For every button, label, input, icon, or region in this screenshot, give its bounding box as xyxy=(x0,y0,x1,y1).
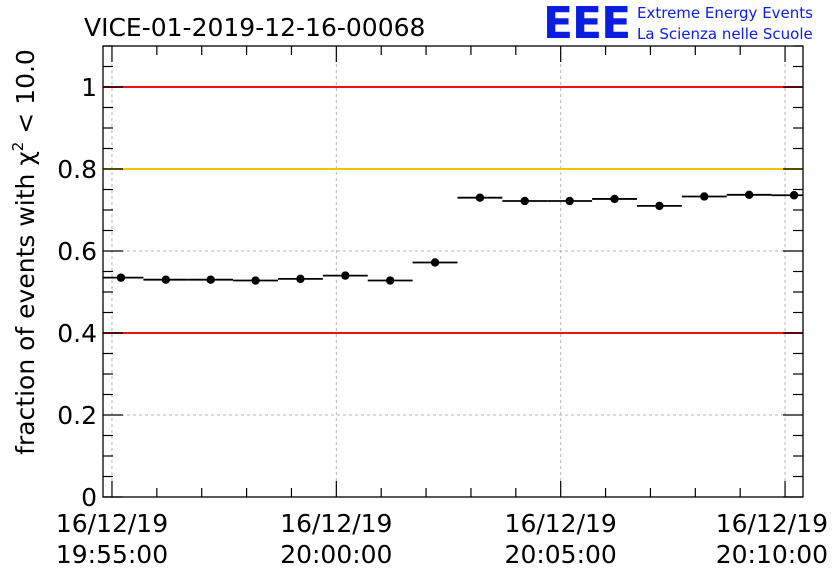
data-points xyxy=(103,190,803,285)
data-point xyxy=(341,271,350,280)
grid-layer xyxy=(103,46,803,497)
data-point xyxy=(565,196,574,206)
y-tick-label: 0.8 xyxy=(57,155,97,184)
x-tick-label-time: 19:55:00 xyxy=(56,540,168,569)
x-tick-label-time: 20:00:00 xyxy=(280,540,392,569)
data-point xyxy=(296,274,305,284)
eee-logo: EEE Extreme Energy Events La Scienza nel… xyxy=(543,0,813,49)
data-point xyxy=(520,196,529,206)
x-tick-label-date: 16/12/19 xyxy=(716,509,828,538)
x-tick-label-date: 16/12/19 xyxy=(56,509,168,538)
y-tick-label: 0.6 xyxy=(57,237,97,266)
x-tick-label-time: 20:05:00 xyxy=(505,540,617,569)
y-label-chi: χ xyxy=(11,151,40,165)
x-tick-label-date: 16/12/19 xyxy=(505,509,617,538)
data-point xyxy=(610,194,619,204)
y-tick-label: 0.4 xyxy=(57,319,97,348)
logo-line-2: La Scienza nelle Scuole xyxy=(637,25,813,43)
data-point xyxy=(251,276,260,285)
data-point xyxy=(161,275,171,284)
axis-labels: 00.20.40.60.8116/12/1919:55:0016/12/1920… xyxy=(56,73,828,569)
data-point xyxy=(116,273,126,282)
y-axis-label: fraction of events with χ2 < 10.0 xyxy=(9,49,40,455)
logo-line-1: Extreme Energy Events xyxy=(637,4,813,22)
logo-letters: EEE xyxy=(543,0,630,49)
data-point xyxy=(655,201,664,211)
y-label-suffix: < 10.0 xyxy=(11,49,40,142)
axis-ticks xyxy=(103,45,803,498)
y-label-prefix: fraction of events with xyxy=(11,166,40,455)
data-point xyxy=(206,275,215,284)
data-point xyxy=(430,258,440,267)
y-tick-label: 1 xyxy=(81,73,97,102)
y-tick-label: 0 xyxy=(81,483,97,512)
data-point xyxy=(744,190,754,200)
reference-lines xyxy=(103,86,803,334)
data-point xyxy=(385,276,395,285)
data-point xyxy=(475,193,485,202)
data-point xyxy=(789,191,799,200)
x-tick-label-time: 20:10:00 xyxy=(716,540,828,569)
y-label-superscript: 2 xyxy=(9,142,27,152)
chart-title: VICE-01-2019-12-16-00068 xyxy=(84,13,425,42)
x-tick-label-date: 16/12/19 xyxy=(280,509,392,538)
y-tick-label: 0.2 xyxy=(57,401,97,430)
plot-frame xyxy=(102,45,804,498)
data-point xyxy=(700,192,709,201)
